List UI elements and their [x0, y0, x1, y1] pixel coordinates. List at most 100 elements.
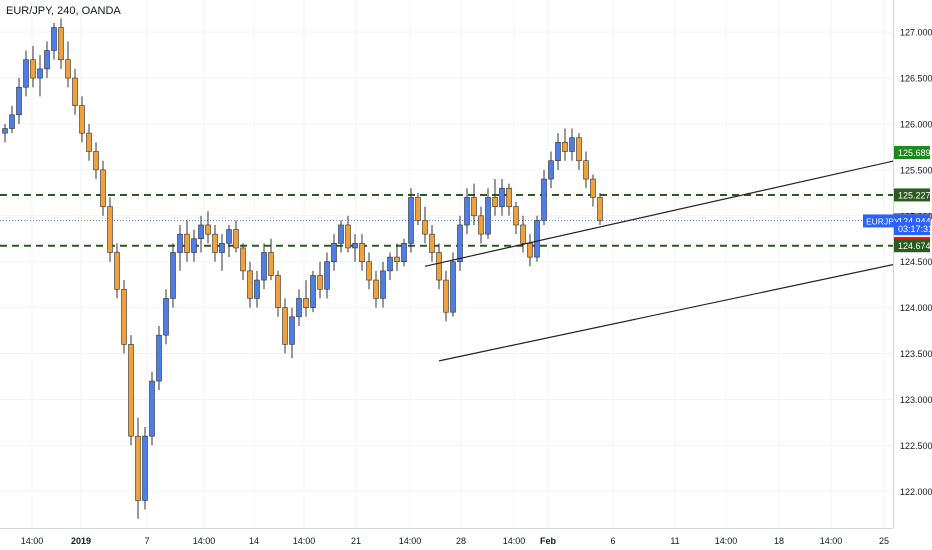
candle-down: [562, 142, 568, 152]
candle-up: [401, 243, 407, 263]
price-tag-target: 125.689: [894, 146, 931, 160]
candle-up: [380, 270, 386, 299]
x-tick-label: 28: [456, 536, 466, 546]
y-tick-label: 122.500: [900, 441, 932, 451]
x-tick-label: 14: [249, 536, 259, 546]
candle-down: [86, 132, 92, 152]
channel-upper-line[interactable]: [424, 118, 932, 267]
candle-up: [450, 261, 456, 313]
candle-down: [345, 224, 351, 249]
candle-down: [590, 178, 596, 198]
candle-up: [219, 243, 225, 253]
candle-up: [555, 142, 561, 161]
candle-down: [282, 307, 288, 345]
candle-up: [534, 220, 540, 258]
candle-up: [499, 187, 505, 207]
x-tick-label: 11: [670, 536, 679, 546]
candle-down: [128, 344, 134, 437]
candle-down: [114, 252, 120, 290]
candle-down: [394, 256, 400, 263]
candle-down: [247, 270, 253, 299]
y-tick-label: 123.500: [900, 349, 932, 359]
candle-up: [226, 229, 232, 244]
candle-down: [443, 279, 449, 313]
candle-down: [79, 105, 85, 134]
trend-channel[interactable]: [424, 118, 932, 362]
candle-up: [142, 435, 148, 501]
x-tick-label: 7: [144, 536, 149, 546]
candle-down: [184, 233, 190, 253]
candles: [2, 18, 603, 519]
symbol-title: EUR/JPY, 240, OANDA: [6, 5, 121, 17]
candle-down: [107, 206, 113, 253]
candle-up: [51, 27, 57, 51]
candle-up: [485, 197, 491, 235]
x-tick-label: 6: [610, 536, 615, 546]
x-tick-label: 21: [351, 536, 361, 546]
price-axis[interactable]: 122.000 122.500 123.000 123.500 124.000 124.5…: [863, 0, 932, 550]
candle-up: [324, 261, 330, 290]
candle-up: [177, 233, 183, 253]
candle-down: [583, 160, 589, 180]
candle-up: [289, 316, 295, 345]
candle-up: [569, 137, 575, 152]
price-tag-text: 124.674: [898, 241, 931, 251]
candle-up: [464, 197, 470, 226]
price-tag-bg: [894, 222, 930, 236]
candle-down: [65, 59, 71, 79]
candle-up: [23, 59, 29, 88]
horizontal-levels: [0, 193, 893, 247]
candle-down: [240, 247, 246, 272]
candle-down: [58, 27, 64, 60]
candle-down: [471, 197, 477, 217]
candle-up: [331, 243, 337, 263]
candle-down: [233, 229, 239, 249]
x-tick-label: 14:00: [293, 536, 316, 546]
symbol-tag-text: EURJPY: [866, 216, 900, 226]
price-tag-bg: [894, 239, 930, 253]
candle-down: [436, 252, 442, 281]
candle-down: [429, 233, 435, 253]
candle-down: [317, 275, 323, 290]
candle-down: [212, 233, 218, 253]
candle-up: [261, 252, 267, 281]
price-tag-text: 03:17:31: [898, 224, 932, 234]
x-tick-label: 14:00: [193, 536, 216, 546]
candle-up: [387, 256, 393, 272]
price-tag-timer: 03:17:31: [894, 222, 932, 236]
y-tick-label: 123.000: [900, 395, 932, 405]
price-tag-level: 125.227: [894, 188, 931, 202]
candle-up: [149, 380, 155, 437]
channel-lower-line[interactable]: [438, 214, 932, 362]
candle-up: [37, 68, 43, 79]
candle-down: [205, 224, 211, 235]
candle-up: [16, 86, 22, 116]
y-tick-label: 122.000: [900, 487, 932, 497]
candle-down: [373, 279, 379, 299]
time-axis[interactable]: 14:00 2019 7 14:00 14 14:00 21 14:00 28 14:00 Feb 6…: [0, 528, 893, 547]
candle-down: [576, 137, 582, 161]
candle-down: [520, 224, 526, 244]
candle-up: [191, 238, 197, 253]
symbol-tag-bg: [863, 214, 894, 228]
candle-down: [121, 288, 127, 345]
y-tick-label: 126.500: [900, 74, 932, 84]
candle-up: [44, 50, 50, 70]
price-tag-text: 125.227: [898, 190, 931, 200]
candle-down: [100, 169, 106, 207]
candle-up: [296, 298, 302, 318]
y-tick-label: 125.500: [900, 165, 932, 175]
y-tick-label: 126.000: [900, 119, 932, 129]
candle-up: [310, 275, 316, 308]
candle-down: [275, 275, 281, 308]
candle-up: [408, 197, 414, 244]
y-tick-label: 124.500: [900, 257, 932, 267]
candle-up: [9, 114, 15, 129]
candle-down: [303, 298, 309, 308]
price-axis-background: [893, 0, 932, 550]
x-tick-label: 2019: [71, 536, 91, 546]
price-tag-level: 124.674: [894, 239, 931, 253]
candle-down: [366, 261, 372, 281]
candle-up: [198, 224, 204, 240]
